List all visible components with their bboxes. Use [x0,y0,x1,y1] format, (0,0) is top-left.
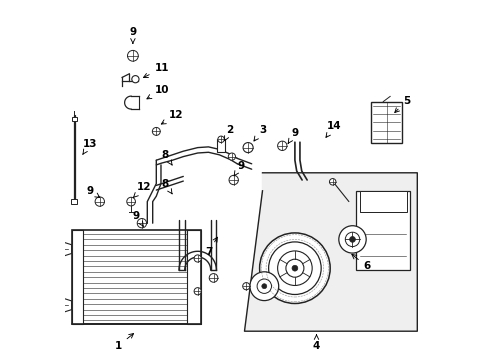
Circle shape [194,255,201,262]
Circle shape [137,219,146,228]
Text: 11: 11 [143,63,169,77]
Text: 10: 10 [147,85,169,99]
Circle shape [259,233,329,303]
Circle shape [257,279,271,293]
Bar [72,230,82,324]
Text: 2: 2 [224,125,233,141]
Text: 14: 14 [325,121,341,138]
Text: 8: 8 [162,179,172,194]
Circle shape [127,50,138,61]
Text: 9: 9 [129,27,136,43]
Polygon shape [62,298,72,312]
Circle shape [268,242,321,294]
Circle shape [228,175,238,185]
Text: 4: 4 [312,335,320,351]
Bar [371,102,401,143]
Bar [186,230,201,324]
Text: 7: 7 [204,237,217,257]
Polygon shape [62,242,72,256]
Text: 9: 9 [234,161,244,176]
Text: 9: 9 [133,211,143,226]
Bar [71,199,77,204]
Circle shape [209,274,218,282]
Circle shape [243,143,253,153]
Circle shape [95,197,104,206]
Circle shape [329,179,335,185]
Bar [72,230,201,324]
Text: 9: 9 [287,128,298,143]
Circle shape [349,237,355,242]
Text: 8: 8 [162,150,172,165]
Circle shape [194,288,201,295]
Circle shape [126,197,135,206]
Circle shape [261,284,266,289]
Circle shape [249,272,278,301]
Bar [355,191,409,270]
Circle shape [277,251,311,285]
Text: 12: 12 [161,110,183,124]
Circle shape [152,127,160,135]
Circle shape [132,76,139,83]
Text: 3: 3 [253,125,265,141]
Text: 6: 6 [351,255,370,271]
Circle shape [338,226,366,253]
Circle shape [285,259,303,277]
Text: 13: 13 [82,139,97,154]
Text: 12: 12 [133,182,151,197]
Text: 1: 1 [115,334,133,351]
Text: 5: 5 [394,96,409,113]
Bar [71,117,77,121]
Bar [359,191,406,212]
Text: 9: 9 [86,186,100,197]
Circle shape [345,232,359,247]
Bar [216,139,225,152]
Circle shape [228,153,235,160]
Circle shape [291,265,297,271]
Circle shape [242,283,249,290]
Polygon shape [244,173,416,331]
Circle shape [218,136,224,143]
Circle shape [277,141,286,150]
